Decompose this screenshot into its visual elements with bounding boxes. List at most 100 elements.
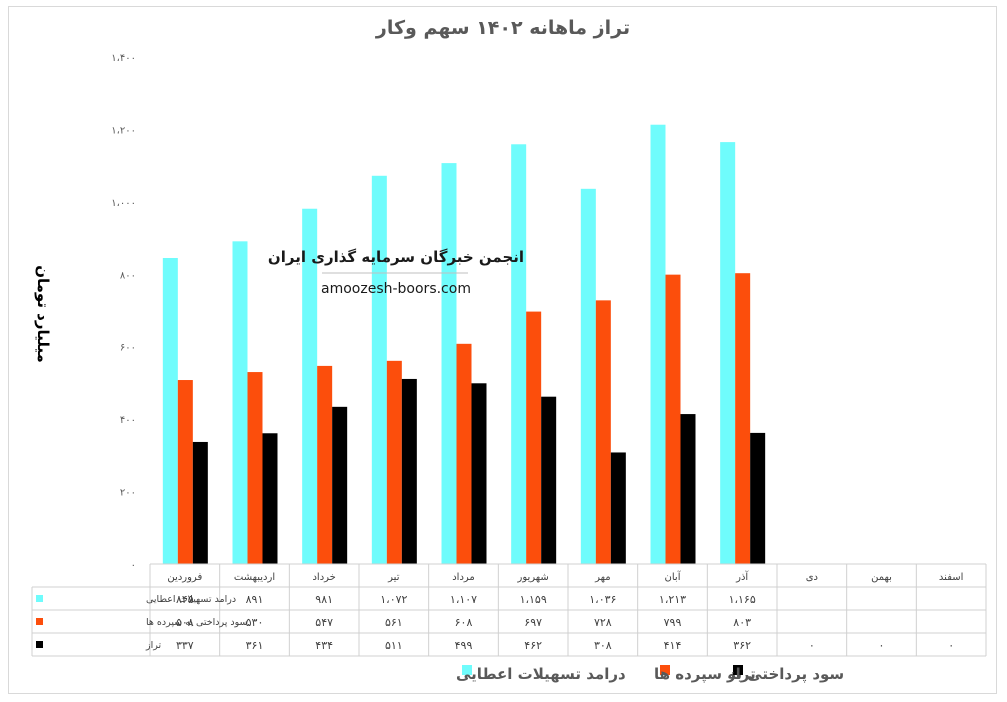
table-series-name: تراز: [145, 640, 161, 651]
y-tick-label: ۱،۲۰۰: [111, 125, 136, 136]
data-label: ۶۹۷: [524, 616, 542, 629]
category-label: مرداد: [452, 572, 475, 583]
chart-frame: [8, 6, 997, 694]
data-label: ۷۲۸: [594, 616, 612, 629]
category-label: اردیبهشت: [234, 572, 275, 583]
bar: [511, 144, 527, 564]
bar: [232, 241, 248, 564]
data-label: ۵۳۰: [246, 616, 264, 629]
data-label: ۴۳۴: [315, 639, 333, 652]
data-label: ۵۱۱: [385, 639, 403, 652]
category-label: آبان: [665, 570, 682, 583]
bar: [595, 300, 611, 564]
data-label: ۴۱۴: [664, 639, 682, 652]
data-label: ۳۶۲: [733, 639, 751, 652]
legend: درامد تسهیلات اعطایی سود پرداختی به سپرده…: [456, 665, 844, 684]
bars: [162, 124, 766, 565]
y-axis-label: میلیارد تومان: [34, 265, 52, 363]
category-label: تیر: [387, 572, 400, 583]
table-legend-key: [36, 641, 43, 648]
bar: [302, 208, 318, 564]
bar: [456, 343, 472, 564]
data-label: ۸۹۱: [246, 593, 264, 606]
y-tick-label: ۴۰۰: [120, 415, 136, 426]
bar: [332, 406, 348, 564]
category-label: بهمن: [871, 572, 892, 583]
data-label: ۳۳۷: [176, 639, 194, 652]
data-label: ۹۸۱: [315, 593, 333, 606]
category-label: خرداد: [312, 572, 335, 583]
data-label: ۷۹۹: [664, 616, 682, 629]
legend-swatch: [660, 665, 670, 675]
bar: [441, 163, 457, 565]
bar: [680, 414, 696, 564]
data-label: ۰: [809, 639, 815, 652]
data-label: ۸۴۵: [176, 593, 194, 606]
y-tick-label: ۰: [131, 560, 136, 571]
watermark-org-name: انجمن خبرگان سرمایه گذاری ایران: [268, 248, 524, 266]
bar: [541, 396, 557, 564]
category-label: اسفند: [939, 572, 963, 583]
bar: [650, 124, 666, 565]
bar: [247, 372, 263, 564]
y-tick-label: ۶۰۰: [120, 343, 136, 354]
bar: [610, 452, 626, 564]
legend-swatch: [733, 665, 743, 675]
bar: [750, 432, 766, 564]
category-label: دی: [806, 572, 818, 583]
data-label: ۱،۰۷۲: [380, 593, 407, 606]
y-tick-label: ۲۰۰: [120, 488, 136, 499]
bar: [735, 273, 751, 564]
bar: [471, 383, 487, 564]
bar: [665, 274, 681, 564]
bar: [192, 441, 208, 564]
bar: [386, 360, 402, 564]
y-tick-label: ۸۰۰: [120, 270, 136, 281]
category-label: مهر: [594, 572, 610, 583]
data-label: ۶۰۸: [455, 616, 473, 629]
watermark: انجمن خبرگان سرمایه گذاری ایران amoozesh…: [268, 248, 524, 297]
legend-label: تراز: [726, 665, 756, 683]
data-label: ۰: [948, 639, 954, 652]
watermark-url: amoozesh-boors.com: [321, 281, 471, 297]
bar: [580, 188, 596, 564]
bar: [262, 433, 278, 564]
data-label: ۳۰۸: [594, 639, 612, 652]
category-label: آذر: [735, 570, 749, 583]
data-label: ۱،۱۵۹: [520, 593, 547, 606]
data-label: ۱،۲۱۳: [659, 593, 686, 606]
chart-title: تراز ماهانه ۱۴۰۲ سهم وکار: [375, 17, 630, 39]
y-tick-label: ۱،۴۰۰: [111, 53, 136, 64]
data-label: ۰: [879, 639, 885, 652]
legend-label: درامد تسهیلات اعطایی: [456, 665, 626, 683]
data-label: ۱،۱۰۷: [450, 593, 477, 606]
table-legend-key: [36, 618, 43, 625]
bar: [317, 365, 333, 564]
table-series-name: درامد تسهیلات اعطایی: [146, 594, 236, 605]
data-label: ۴۶۲: [524, 639, 542, 652]
legend-label: سود پرداختی به سپرده ها: [654, 665, 844, 684]
y-axis-ticks: ۰ ۲۰۰ ۴۰۰ ۶۰۰ ۸۰۰ ۱،۰۰۰ ۱،۲۰۰ ۱،۴۰۰: [111, 53, 136, 571]
data-label: ۴۹۹: [455, 639, 473, 652]
bar: [401, 378, 417, 564]
bar: [526, 311, 542, 564]
category-label: فروردین: [167, 572, 202, 583]
data-table: فروردین اردیبهشت خرداد تیر مرداد شهریور مهر آبا…: [31, 563, 987, 657]
category-label: شهریور: [517, 572, 549, 583]
data-label: ۸۰۳: [733, 616, 751, 629]
data-label: ۵۴۷: [315, 616, 333, 629]
table-legend-key: [36, 595, 43, 602]
bar: [177, 380, 193, 564]
data-label: ۵۰۸: [176, 616, 194, 629]
table-series-name: سود پرداختی به سپرده ها: [146, 617, 248, 628]
data-label: ۱،۱۶۵: [729, 593, 756, 606]
bar: [162, 257, 178, 564]
bar: [371, 175, 387, 565]
data-label: ۵۶۱: [385, 616, 403, 629]
data-label: ۳۶۱: [246, 639, 264, 652]
data-label: ۱،۰۳۶: [589, 593, 616, 606]
legend-swatch: [462, 665, 472, 675]
bar: [720, 142, 736, 564]
y-tick-label: ۱،۰۰۰: [111, 198, 136, 209]
